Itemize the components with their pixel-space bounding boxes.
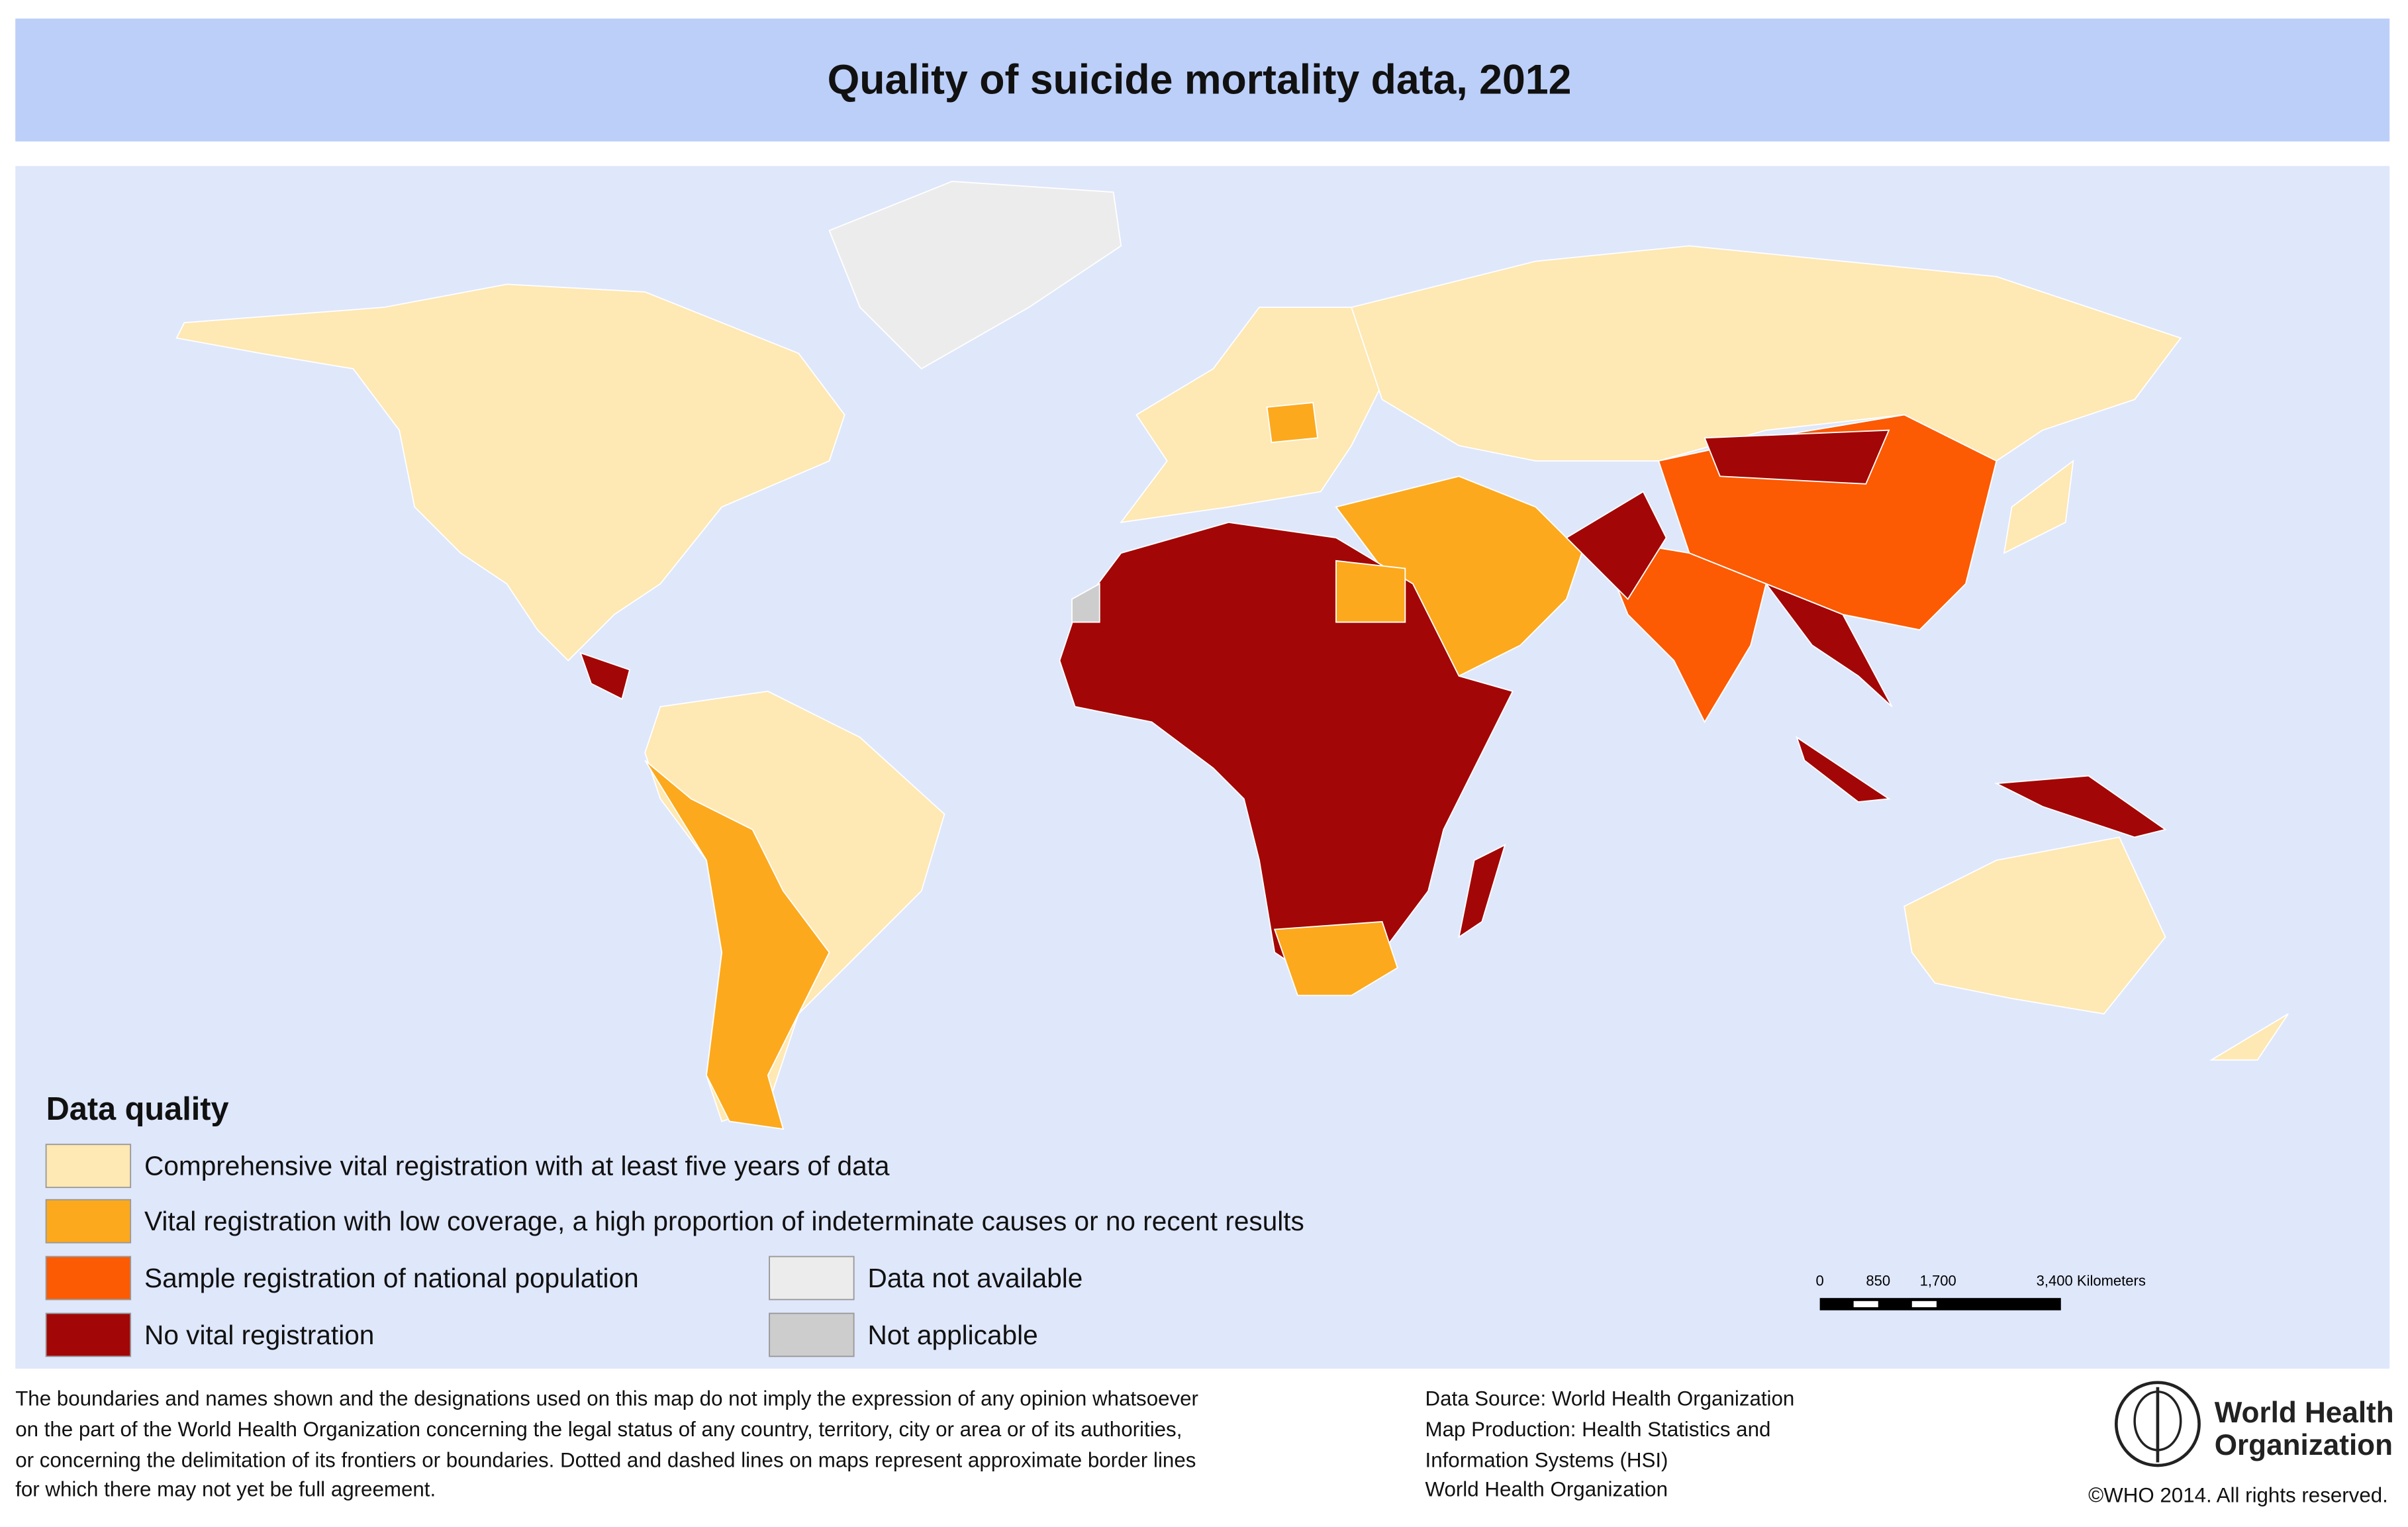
legend-swatch (45, 1144, 132, 1189)
legend-swatch (769, 1256, 855, 1301)
legend-label: No vital registration (144, 1320, 374, 1350)
poland (1266, 401, 1319, 444)
scale-label: 1,700 (1920, 1273, 1956, 1289)
disclaimer-line: The boundaries and names shown and the d… (15, 1387, 1198, 1410)
scale-bar-segment (1911, 1301, 1937, 1308)
logo-emblem (2114, 1381, 2201, 1467)
legend-label: Not applicable (868, 1320, 1038, 1350)
legend-label: Data not available (868, 1263, 1083, 1293)
legend-swatch (45, 1199, 132, 1244)
scale-bar-segment (1853, 1301, 1878, 1308)
sumatra (1796, 736, 1891, 803)
new-guinea (1994, 775, 2167, 838)
pakistan (1565, 491, 1667, 601)
logo-text: World Health (2215, 1397, 2394, 1429)
egypt (1335, 560, 1406, 623)
disclaimer-line: on the part of the World Health Organiza… (15, 1418, 1182, 1441)
southeast-asia (1764, 582, 1893, 707)
source-line: Data Source: World Health Organization (1425, 1387, 1795, 1410)
western-sahara (1071, 583, 1100, 623)
africa (1059, 521, 1514, 984)
legend: Comprehensive vital registration with at… (45, 1144, 1304, 1357)
russia (1350, 245, 2182, 462)
copyright: ©WHO 2014. All rights reserved. (2088, 1484, 2388, 1507)
legend-label: Vital registration with low coverage, a … (144, 1206, 1304, 1236)
source-line: Information Systems (HSI) (1425, 1448, 1668, 1471)
mongolia (1704, 429, 1890, 485)
disclaimer-line: or concerning the delimitation of its fr… (15, 1448, 1196, 1471)
greenland (828, 180, 1122, 370)
india (1596, 536, 1767, 724)
legend-label: Comprehensive vital registration with at… (144, 1151, 890, 1181)
regions (175, 180, 2289, 1130)
south-africa (1273, 920, 1398, 997)
disclaimer-line: for which there may not yet be full agre… (15, 1477, 436, 1501)
source-line: Map Production: Health Statistics and (1425, 1418, 1771, 1441)
logo-text: Organization (2215, 1429, 2393, 1461)
central-america (579, 652, 631, 700)
scale-label: 850 (1866, 1273, 1890, 1289)
legend-label: Sample registration of national populati… (144, 1263, 639, 1293)
scale-label: 3,400 Kilometers (2037, 1273, 2146, 1289)
legend-swatch (45, 1256, 132, 1301)
new-zealand (2209, 1013, 2289, 1061)
title: Quality of suicide mortality data, 2012 (828, 57, 1572, 103)
legend-swatch (769, 1312, 855, 1357)
who-logo (2114, 1381, 2201, 1467)
scale-bar-body (1819, 1298, 2061, 1310)
japan (2003, 460, 2074, 554)
south-america-west (644, 760, 830, 1130)
source-line: World Health Organization (1425, 1477, 1668, 1501)
legend-title: Data quality (46, 1091, 229, 1127)
madagascar (1458, 844, 1506, 939)
legend-swatch (45, 1312, 132, 1357)
scale-bar: 0 850 1,700 3,400 Kilometers (1816, 1273, 2146, 1310)
scale-label: 0 (1816, 1273, 1824, 1289)
title-band (15, 19, 2390, 142)
australia (1903, 836, 2166, 1015)
north-america (175, 283, 845, 662)
